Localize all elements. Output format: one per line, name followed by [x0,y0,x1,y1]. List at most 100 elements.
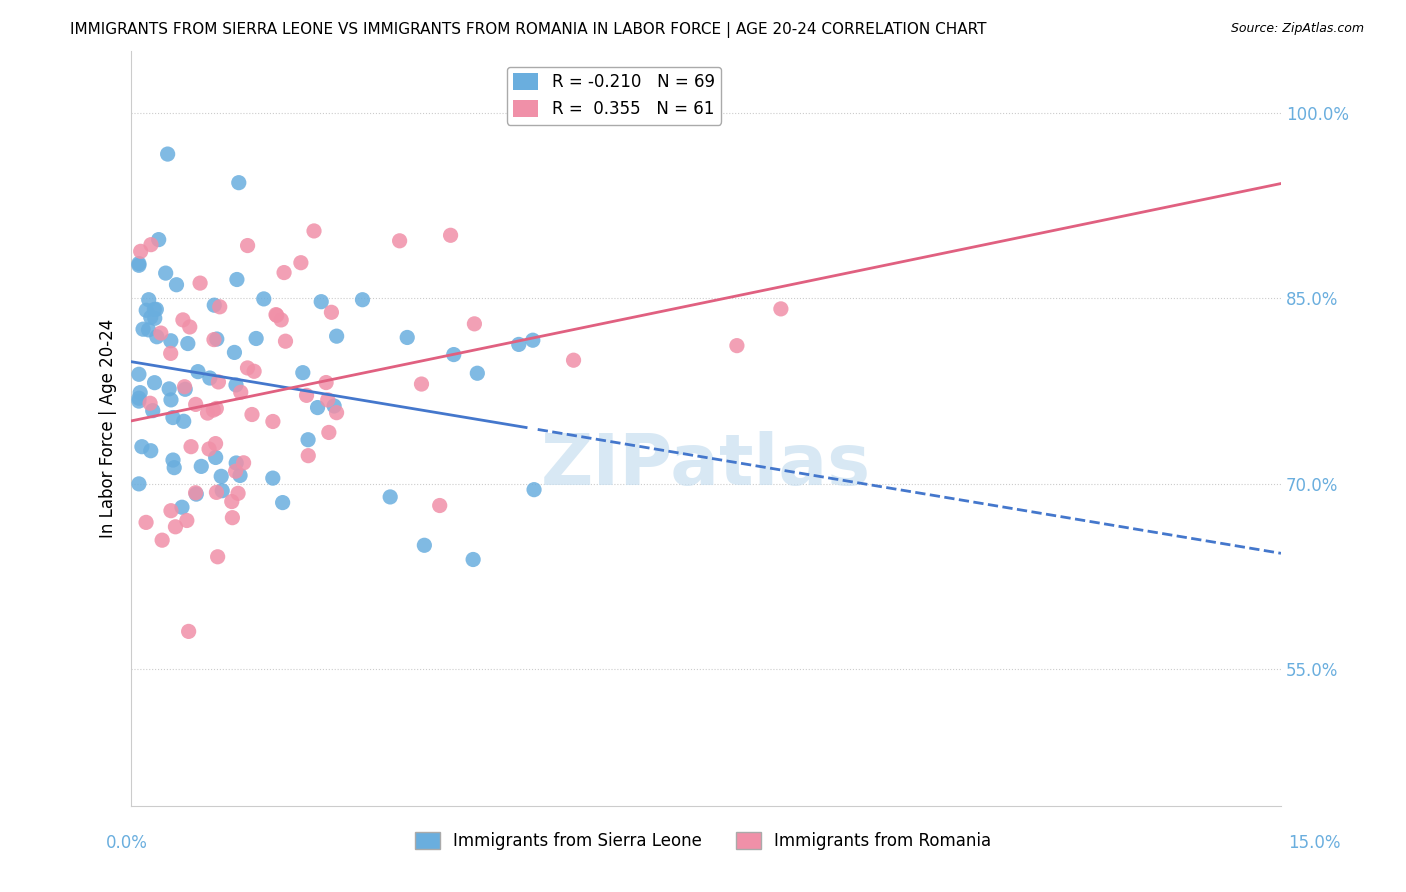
Romania [202,403,225,417]
Sierra Leone [155,266,177,280]
Sierra Leone [413,538,436,552]
Sierra Leone [262,471,284,485]
Romania [135,516,157,530]
Sierra Leone [148,233,170,247]
Romania [197,406,219,420]
Sierra Leone [162,410,184,425]
Sierra Leone [190,459,212,474]
Sierra Leone [245,331,267,345]
Romania [274,334,297,349]
Romania [150,533,173,548]
Romania [297,449,319,463]
Sierra Leone [139,443,162,458]
Sierra Leone [205,332,228,346]
Sierra Leone [465,366,488,380]
Romania [229,385,252,400]
Romania [273,266,295,280]
Sierra Leone [135,303,157,318]
Sierra Leone [128,476,150,491]
Romania [177,624,200,639]
Romania [316,392,339,407]
Sierra Leone [138,293,160,307]
Romania [208,300,231,314]
Sierra Leone [202,298,225,312]
Sierra Leone [159,334,181,348]
Sierra Leone [139,310,162,325]
Sierra Leone [157,382,180,396]
Sierra Leone [128,391,150,405]
Sierra Leone [146,330,169,344]
Romania [221,510,243,524]
Sierra Leone [253,292,276,306]
Romania [207,549,229,564]
Romania [325,406,347,420]
Romania [225,464,247,478]
Romania [202,333,225,347]
Romania [562,353,585,368]
Sierra Leone [173,414,195,428]
Romania [243,364,266,378]
Sierra Leone [186,487,208,501]
Romania [207,375,229,389]
Sierra Leone [143,376,166,390]
Sierra Leone [187,365,209,379]
Sierra Leone [138,323,160,337]
Sierra Leone [163,460,186,475]
Romania [180,440,202,454]
Romania [463,317,485,331]
Romania [262,415,284,429]
Sierra Leone [131,440,153,454]
Romania [179,320,201,334]
Romania [198,442,221,456]
Romania [205,485,228,500]
Romania [129,244,152,259]
Text: IMMIGRANTS FROM SIERRA LEONE VS IMMIGRANTS FROM ROMANIA IN LABOR FORCE | AGE 20-: IMMIGRANTS FROM SIERRA LEONE VS IMMIGRAN… [70,22,987,38]
Y-axis label: In Labor Force | Age 20-24: In Labor Force | Age 20-24 [100,318,117,538]
Romania [149,326,172,340]
Sierra Leone [174,382,197,396]
Sierra Leone [224,345,246,359]
Sierra Leone [229,468,252,483]
Sierra Leone [128,368,150,382]
Sierra Leone [170,500,193,515]
Sierra Leone [128,256,150,270]
Romania [159,346,181,360]
Sierra Leone [177,336,200,351]
Sierra Leone [380,490,402,504]
Text: 15.0%: 15.0% [1288,834,1341,852]
Romania [411,377,433,392]
Romania [173,380,195,394]
Romania [240,408,263,422]
Romania [139,237,162,252]
Romania [321,305,343,319]
Romania [165,520,187,534]
Romania [184,485,207,500]
Sierra Leone [128,258,150,272]
Romania [139,396,162,410]
Sierra Leone [443,347,465,361]
Romania [315,376,337,390]
Sierra Leone [271,495,294,509]
Romania [232,456,254,470]
Sierra Leone [225,378,247,392]
Sierra Leone [129,385,152,400]
Romania [725,338,748,352]
Text: Source: ZipAtlas.com: Source: ZipAtlas.com [1230,22,1364,36]
Romania [188,276,211,290]
Sierra Leone [463,552,485,566]
Sierra Leone [198,371,221,385]
Romania [264,308,287,322]
Text: ZIPatlas: ZIPatlas [541,432,872,500]
Sierra Leone [204,450,226,465]
Romania [439,228,461,243]
Sierra Leone [297,433,319,447]
Sierra Leone [128,394,150,409]
Sierra Leone [143,311,166,326]
Romania [270,313,292,327]
Sierra Leone [156,147,179,161]
Romania [318,425,340,440]
Sierra Leone [228,176,250,190]
Romania [204,436,226,450]
Romania [221,494,243,508]
Sierra Leone [132,322,155,336]
